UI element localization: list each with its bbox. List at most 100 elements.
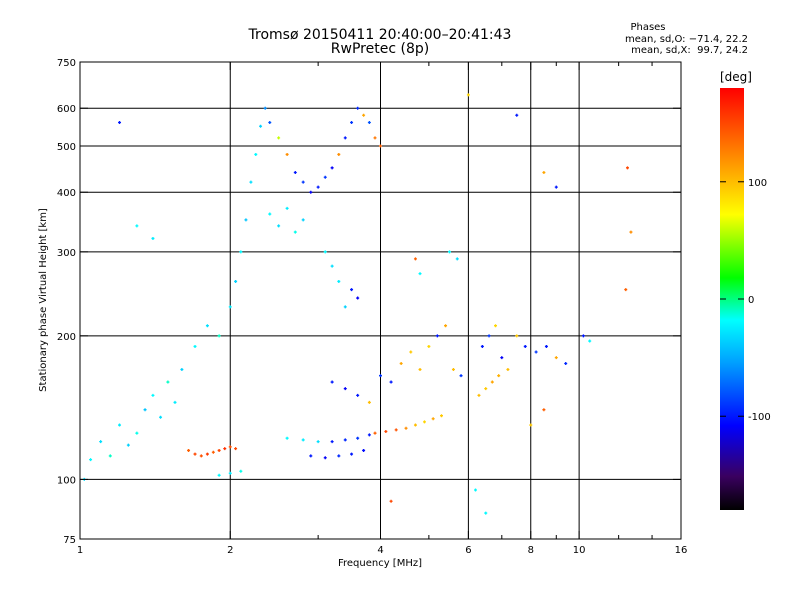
scatter-point (135, 431, 139, 435)
scatter-point (384, 430, 388, 434)
scatter-point (506, 367, 510, 371)
scatter-point (249, 180, 253, 184)
scatter-point (356, 106, 360, 110)
scatter-point (350, 121, 354, 125)
scatter-point (466, 93, 470, 97)
scatter-point (193, 452, 197, 456)
scatter-point (205, 324, 209, 328)
scatter-point (159, 415, 163, 419)
scatter-point (211, 450, 215, 454)
scatter-point (330, 264, 334, 268)
data-points (82, 93, 633, 515)
scatter-point (544, 344, 548, 348)
scatter-point (367, 121, 371, 125)
scatter-point (350, 452, 354, 456)
scatter-point (99, 440, 103, 444)
chart-subtitle: RwPretec (8p) (330, 41, 430, 57)
scatter-point (459, 374, 463, 378)
scatter-point (487, 334, 491, 338)
scatter-point (205, 452, 209, 456)
scatter-point (500, 356, 504, 360)
scatter-point (234, 279, 238, 283)
y-tick-label: 200 (57, 332, 76, 343)
scatter-point (180, 367, 184, 371)
scatter-point (309, 190, 313, 194)
scatter-point (254, 152, 258, 156)
scatter-point (554, 185, 558, 189)
scatter-point (143, 408, 147, 412)
scatter-point (431, 417, 435, 421)
scatter-point (362, 113, 366, 117)
scatter-point (228, 445, 232, 449)
phase-info-heading: Phases (630, 22, 666, 33)
scatter-point (309, 454, 313, 458)
scatter-point (356, 296, 360, 300)
scatter-point (373, 431, 377, 435)
scatter-point (217, 448, 221, 452)
scatter-point (427, 344, 431, 348)
scatter-point (356, 393, 360, 397)
scatter-point (285, 436, 289, 440)
scatter-point (554, 356, 558, 360)
scatter-point (173, 400, 177, 404)
scatter-point (293, 170, 297, 174)
scatter-point (350, 288, 354, 292)
scatter-point (581, 334, 585, 338)
scatter-point (477, 393, 481, 397)
scatter-point (118, 423, 122, 427)
scatter-point (356, 436, 360, 440)
scatter-point (444, 324, 448, 328)
scatter-point (135, 224, 139, 228)
scatter-point (422, 420, 426, 424)
x-axis-label: Frequency [MHz] (338, 558, 422, 569)
scatter-point (413, 257, 417, 261)
scatter-point (239, 250, 243, 254)
scatter-point (389, 499, 393, 503)
scatter-point (166, 380, 170, 384)
scatter-point (480, 344, 484, 348)
colorbar-label: [deg] (720, 70, 752, 84)
scatter-point (367, 433, 371, 437)
scatter-point (343, 305, 347, 309)
y-tick-label: 500 (57, 142, 76, 153)
scatter-point (418, 367, 422, 371)
scatter-point (337, 454, 341, 458)
scatter-point (399, 361, 403, 365)
colorbar-ticks: 100 0 -100 (720, 178, 771, 423)
scatter-point (490, 380, 494, 384)
scatter-point (523, 344, 527, 348)
scatter-point (343, 438, 347, 442)
y-tick-label: 750 (57, 58, 76, 69)
scatter-point (223, 447, 227, 451)
scatter-point (259, 124, 263, 128)
scatter-point (529, 423, 533, 427)
scatter-point (624, 288, 628, 292)
scatter-point (440, 414, 443, 418)
scatter-point (118, 121, 122, 125)
scatter-point (379, 144, 382, 148)
scatter-point (293, 230, 297, 234)
scatter-point (323, 456, 327, 460)
scatter-point (497, 374, 501, 378)
scatter-point (542, 170, 546, 174)
scatter-point (217, 334, 221, 338)
scatter-point (239, 469, 243, 473)
scatter-point (484, 387, 488, 391)
scatter-point (330, 380, 334, 384)
colorbar-tick-label: 0 (748, 295, 754, 306)
scatter-point (301, 180, 305, 184)
scatter-point (285, 152, 289, 156)
y-tick-label: 300 (57, 248, 76, 259)
scatter-point (515, 113, 519, 117)
scatter-point (409, 350, 413, 354)
scatter-point (301, 438, 305, 442)
scatter-point (244, 218, 248, 222)
scatter-point (228, 471, 232, 475)
scatter-point (301, 218, 305, 222)
x-tick-label: 16 (675, 545, 688, 556)
scatter-point (337, 279, 341, 283)
scatter-point (89, 458, 93, 462)
chart-title: Tromsø 20150411 20:40:00–20:41:43 (248, 27, 512, 43)
scatter-point (330, 166, 334, 170)
y-tick-label: 600 (57, 104, 76, 115)
